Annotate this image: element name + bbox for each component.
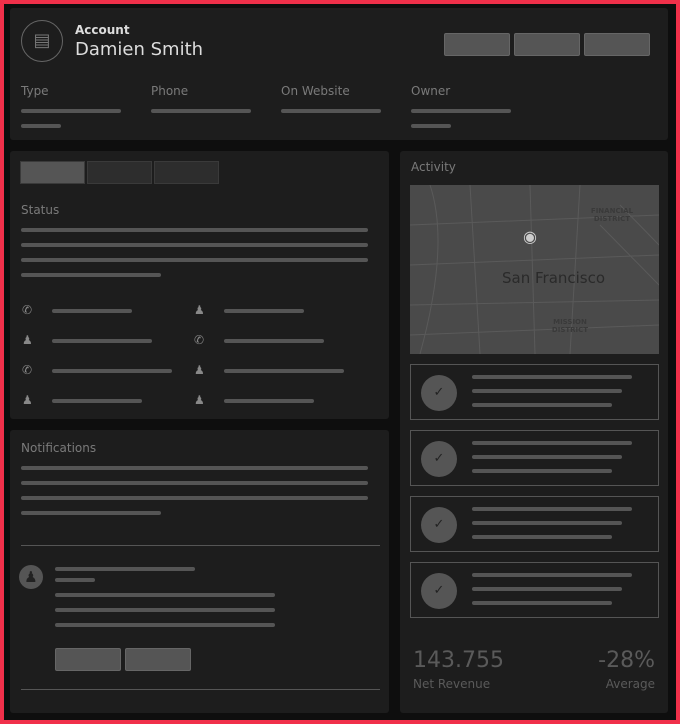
- status-card: Status ✆ ♟ ♟ ✆ ✆ ♟ ♟ ♟: [10, 151, 389, 419]
- placeholder: [52, 309, 132, 313]
- placeholder: [21, 466, 368, 470]
- placeholder: [224, 399, 314, 403]
- field-owner-label: Owner: [411, 84, 451, 98]
- user-icon: ♟: [194, 363, 205, 377]
- placeholder: [472, 507, 632, 511]
- user-icon: ♟: [194, 393, 205, 407]
- account-name: Damien Smith: [75, 39, 204, 60]
- field-website-label: On Website: [281, 84, 350, 98]
- placeholder: [55, 578, 95, 582]
- placeholder: [472, 521, 622, 525]
- account-header: ▤ Account Damien Smith Type Phone On Web…: [10, 8, 668, 140]
- activity-title: Activity: [411, 160, 456, 174]
- placeholder: [21, 109, 121, 113]
- placeholder: [224, 309, 304, 313]
- placeholder: [21, 496, 368, 500]
- placeholder: [52, 369, 172, 373]
- notifications-card: Notifications ♟: [10, 430, 389, 713]
- phone-incoming-icon: ✆: [22, 303, 33, 317]
- placeholder: [472, 587, 622, 591]
- map[interactable]: ◉ San Francisco FINANCIAL DISTRICT MISSI…: [410, 185, 659, 354]
- placeholder: [21, 258, 368, 262]
- phone-incoming-icon: ✆: [22, 363, 33, 377]
- map-pin-icon: ◉: [523, 227, 537, 246]
- field-phone-label: Phone: [151, 84, 189, 98]
- task-item[interactable]: ✓: [410, 496, 659, 552]
- action-button-3[interactable]: [584, 33, 650, 56]
- placeholder: [472, 455, 622, 459]
- placeholder: [21, 511, 161, 515]
- placeholder: [224, 339, 324, 343]
- check-icon[interactable]: ✓: [421, 507, 457, 543]
- task-item[interactable]: ✓: [410, 562, 659, 618]
- notifications-title: Notifications: [21, 441, 97, 455]
- tab-1[interactable]: [20, 161, 85, 184]
- placeholder: [472, 535, 612, 539]
- check-icon[interactable]: ✓: [421, 573, 457, 609]
- placeholder: [411, 124, 451, 128]
- placeholder: [55, 593, 275, 597]
- map-district-label: FINANCIAL DISTRICT: [590, 207, 634, 223]
- placeholder: [472, 469, 612, 473]
- placeholder: [224, 369, 344, 373]
- placeholder: [472, 403, 612, 407]
- placeholder: [281, 109, 381, 113]
- placeholder: [411, 109, 511, 113]
- map-streets: [410, 185, 659, 354]
- average-label: Average: [605, 677, 655, 691]
- placeholder: [21, 481, 368, 485]
- placeholder: [55, 608, 275, 612]
- placeholder: [472, 601, 612, 605]
- placeholder: [21, 124, 61, 128]
- tab-2[interactable]: [87, 161, 152, 184]
- placeholder: [21, 228, 368, 232]
- task-item[interactable]: ✓: [410, 364, 659, 420]
- phone-incoming-icon: ✆: [194, 333, 205, 347]
- divider: [21, 689, 380, 690]
- notification-button-1[interactable]: [55, 648, 121, 671]
- divider: [21, 545, 380, 546]
- check-icon[interactable]: ✓: [421, 441, 457, 477]
- field-type-label: Type: [21, 84, 49, 98]
- map-district-label: MISSION DISTRICT: [551, 318, 589, 334]
- avatar: ♟: [19, 565, 43, 589]
- account-label: Account: [75, 23, 130, 37]
- placeholder: [472, 573, 632, 577]
- placeholder: [55, 623, 275, 627]
- action-button-1[interactable]: [444, 33, 510, 56]
- placeholder: [21, 243, 368, 247]
- placeholder: [472, 375, 632, 379]
- notification-button-2[interactable]: [125, 648, 191, 671]
- placeholder: [21, 273, 161, 277]
- placeholder: [52, 399, 142, 403]
- average-value: -28%: [598, 648, 655, 673]
- placeholder: [472, 389, 622, 393]
- clipboard-icon: ▤: [21, 20, 63, 62]
- task-item[interactable]: ✓: [410, 430, 659, 486]
- action-button-2[interactable]: [514, 33, 580, 56]
- user-icon: ♟: [22, 393, 33, 407]
- placeholder: [55, 567, 195, 571]
- user-icon: ♟: [22, 333, 33, 347]
- check-icon[interactable]: ✓: [421, 375, 457, 411]
- net-revenue-value: 143.755: [413, 648, 504, 673]
- user-icon: ♟: [194, 303, 205, 317]
- placeholder: [472, 441, 632, 445]
- activity-card: Activity ◉ San Francisco FINANCIAL DISTR…: [400, 151, 668, 713]
- placeholder: [52, 339, 152, 343]
- placeholder: [151, 109, 251, 113]
- status-title: Status: [21, 203, 60, 217]
- net-revenue-label: Net Revenue: [413, 677, 491, 691]
- map-city-label: San Francisco: [502, 269, 606, 287]
- tab-3[interactable]: [154, 161, 219, 184]
